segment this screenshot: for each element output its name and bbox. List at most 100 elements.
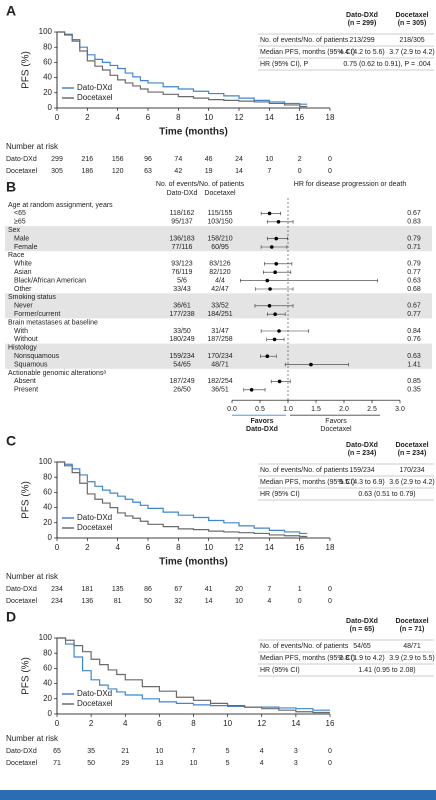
arm-header: Dato-DXd [346,442,378,449]
arm-header: Docetaxel [395,12,428,19]
x-tick-label: 12 [235,113,244,122]
x-tick-label: 14 [265,113,274,122]
hr-point [273,270,277,275]
risk-count: 0 [328,598,332,605]
hr-point [265,278,270,283]
events: 159/234 [169,353,194,360]
x-tick-label: 8 [191,719,196,728]
subgroup-label: Former/current [14,311,60,318]
x-tick-label: 18 [326,543,335,552]
risk-count: 35 [87,748,95,755]
legend-label: Dato-DXd [77,689,112,698]
table-cell: 170/234 [399,467,424,474]
events: 182/254 [207,378,232,385]
subgroup-label: Present [14,387,38,394]
x-tick-label: 8 [176,113,181,122]
arm-header: (n = 234) [398,450,427,457]
risk-arm: Docetaxel [6,598,38,605]
risk-count: 0 [328,168,332,175]
hr-point [269,245,274,249]
y-axis-label: PFS (%) [21,657,32,695]
events: 48/71 [211,361,229,368]
x-tick-label: 12 [235,543,244,552]
table-label: No. of events/No. of patients [260,37,349,44]
hr-point [274,262,279,266]
x-tick-label: 6 [146,113,151,122]
x-tick-label: 14 [265,543,274,552]
x-tick-label: 0 [55,113,60,122]
group-label: Race [8,252,24,259]
table-cell: 4.4 (4.2 to 5.6) [339,49,385,56]
risk-arm: Dato-DXd [6,156,37,163]
x-tick-label: 10 [204,113,213,122]
risk-count: 71 [53,760,61,767]
group-label: Age at random assignment, years [8,202,113,209]
legend-label: Dato-DXd [77,513,112,522]
subgroup-label: White [14,261,32,268]
arm-header: Dato-DXd [167,190,198,197]
group-label: Actionable genomic alterationsᵃ [8,370,106,377]
risk-count: 67 [174,586,182,593]
x-tick-label: 2 [85,113,90,122]
y-axis-label: PFS (%) [21,51,32,89]
y-tick-label: 100 [39,27,53,36]
favors-label: Dato-DXd [246,426,278,433]
x-tick-label: 3.0 [395,406,405,413]
table-cell: 218/305 [399,37,424,44]
risk-title: Number at risk [6,734,59,743]
hr-point [276,220,281,224]
legend-label: Dato-DXd [77,83,112,92]
table-label: Median PFS, months (95% CI) [260,49,355,56]
risk-title: Number at risk [6,142,59,151]
table-cell: 0.63 (0.51 to 0.79) [358,491,415,498]
hr-point [267,304,272,308]
arm-header: (n = 305) [398,20,427,27]
events: 77/116 [172,244,193,251]
x-tick-label: 0.5 [255,406,265,413]
km-curve [57,637,330,711]
risk-count: 1 [298,586,302,593]
events: 187/258 [207,336,232,343]
subgroup-label: Female [14,244,37,251]
risk-count: 216 [81,156,93,163]
events: 33/52 [211,303,229,310]
hr-point [277,379,282,384]
events: 36/61 [173,303,191,310]
risk-count: 3 [294,748,298,755]
risk-count: 14 [235,168,243,175]
hr-value: 0.67 [407,210,421,217]
risk-count: 5 [226,760,230,767]
events: 33/43 [173,286,191,293]
risk-count: 81 [114,598,122,605]
hr-value: 0.67 [407,303,421,310]
risk-arm: Docetaxel [6,760,38,767]
hr-point [265,354,270,359]
table-cell: 54/65 [353,643,371,650]
subgroup-label: Never [14,303,33,310]
y-axis-label: PFS (%) [21,481,32,519]
x-tick-label: 0 [55,719,60,728]
y-tick-label: 40 [43,679,52,688]
table-cell: 0.75 (0.62 to 0.91), P = .004 [343,61,430,68]
y-tick-label: 60 [43,58,52,67]
arm-header: (n = 234) [348,450,377,457]
x-tick-label: 4 [123,719,128,728]
group-label: Histology [8,345,37,352]
hr-point [249,388,254,392]
x-tick-label: 1.0 [283,406,293,413]
hr-value: 0.76 [407,336,421,343]
x-tick-label: 0 [55,543,60,552]
x-tick-label: 6 [146,543,151,552]
x-tick-label: 14 [291,719,300,728]
y-tick-label: 0 [48,709,53,718]
events: 115/155 [208,210,233,217]
risk-count: 50 [144,598,152,605]
x-tick-label: 12 [257,719,266,728]
events: 136/183 [169,235,194,242]
hr-value: 0.68 [407,286,421,293]
x-axis-label: Time (months) [159,127,228,138]
risk-count: 42 [174,168,182,175]
risk-count: 96 [144,156,152,163]
events: 26/50 [173,387,191,394]
risk-count: 46 [205,156,213,163]
